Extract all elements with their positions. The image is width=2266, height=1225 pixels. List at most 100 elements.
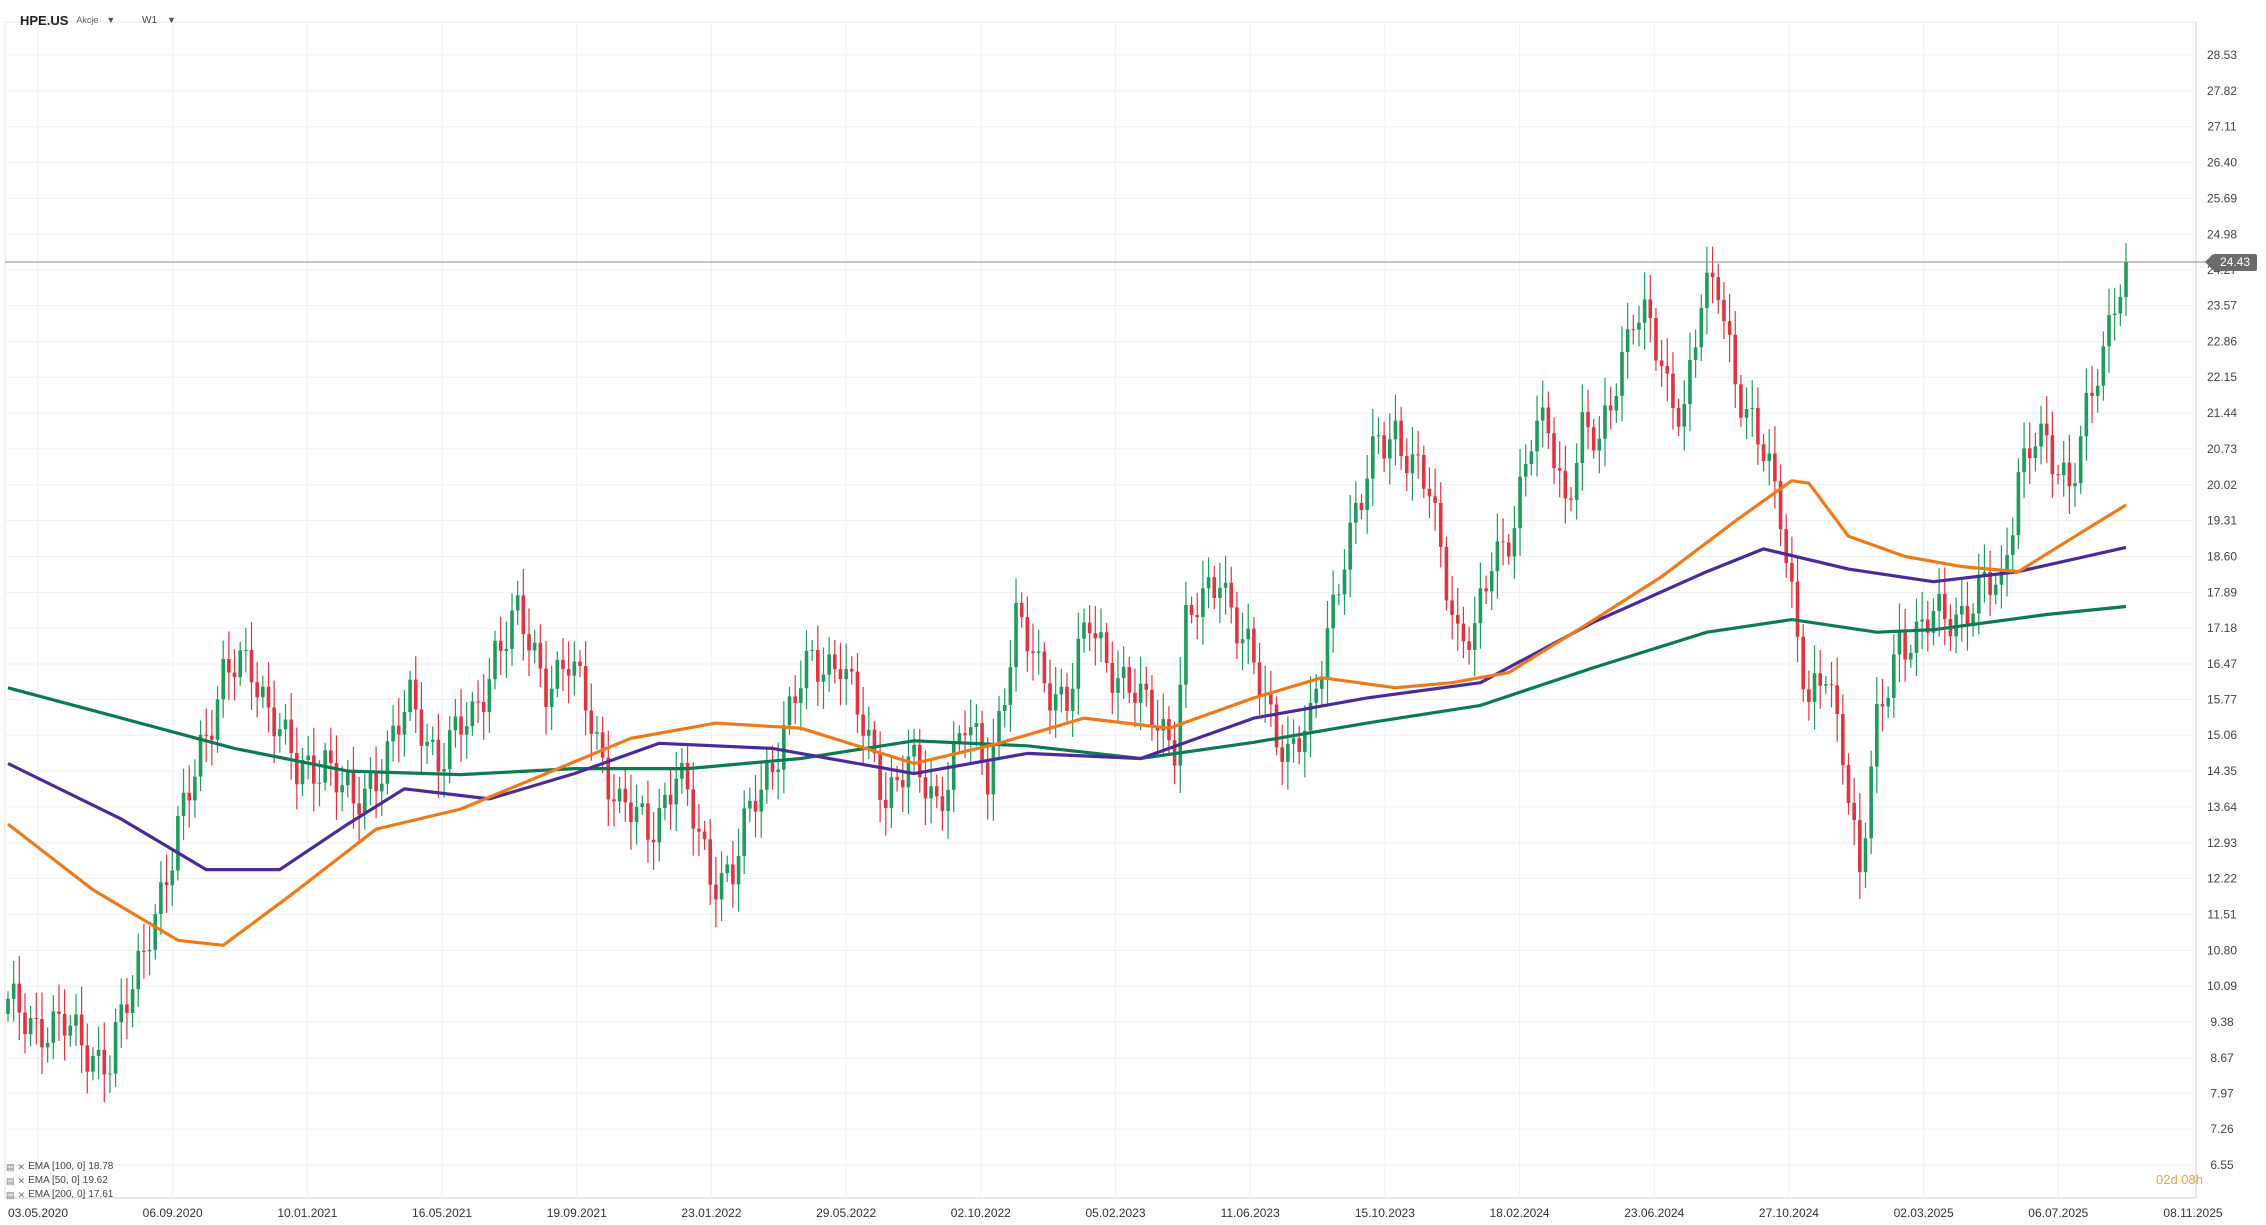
candle-body	[1563, 470, 1568, 499]
candle-body	[1019, 602, 1024, 618]
chevron-down-icon[interactable]: ▼	[167, 15, 176, 25]
y-tick-label: 6.55	[2210, 1158, 2234, 1172]
candle-body	[391, 725, 395, 742]
indicator-icon[interactable]: ▤	[6, 1190, 15, 1200]
candle-body	[1642, 299, 1647, 323]
candle-body	[1688, 360, 1692, 404]
candle-body	[1858, 820, 1862, 873]
candle-body	[1920, 619, 1924, 622]
candle-body	[940, 796, 945, 811]
candle-body	[1116, 678, 1120, 693]
candle-body	[1835, 685, 1839, 715]
candle-body	[1365, 478, 1369, 511]
candle-body	[1450, 600, 1454, 616]
candle-body	[991, 745, 996, 795]
chevron-down-icon[interactable]: ▼	[106, 15, 116, 25]
candle-body	[1404, 455, 1409, 474]
candle-body	[527, 634, 531, 651]
candle-body	[459, 716, 463, 735]
candle-body	[34, 1018, 39, 1020]
candle-body	[413, 679, 418, 710]
candle-body	[963, 733, 967, 736]
candle-body	[1778, 481, 1783, 530]
candle-body	[1829, 684, 1834, 686]
candle-body	[300, 759, 305, 785]
close-icon[interactable]: ✕	[17, 1162, 26, 1172]
candle-body	[187, 792, 192, 801]
candle-body	[861, 714, 865, 736]
candle-body	[1189, 604, 1194, 616]
candle-body	[436, 739, 441, 772]
candle-body	[1059, 686, 1064, 695]
candle-body	[997, 711, 1001, 746]
indicator-icon[interactable]: ▤	[6, 1162, 15, 1172]
candle-body	[2044, 423, 2049, 436]
candle-body	[379, 783, 384, 792]
candle-body	[934, 786, 939, 797]
candle-body	[770, 763, 775, 773]
candle-body	[2101, 346, 2106, 386]
candle-body	[697, 828, 701, 832]
candle-body	[719, 873, 724, 900]
candle-body	[244, 649, 248, 651]
candle-body	[1467, 641, 1471, 650]
candle-body	[2124, 262, 2128, 297]
candle-body	[153, 914, 158, 950]
candle-body	[255, 682, 259, 698]
candle-body	[1314, 688, 1318, 703]
candle-body	[1569, 498, 1573, 500]
candle-body	[1269, 693, 1273, 705]
candle-body	[2056, 474, 2060, 476]
candle-body	[340, 785, 344, 793]
candle-body	[1337, 594, 1341, 596]
candle-body	[838, 669, 843, 680]
candle-body	[45, 1042, 50, 1048]
candle-body	[776, 769, 780, 773]
y-tick-label: 7.97	[2210, 1086, 2234, 1100]
candle-body	[804, 650, 809, 689]
candle-body	[1682, 403, 1687, 427]
candle-body	[787, 696, 792, 726]
candle-body	[1195, 615, 1200, 618]
candle-body	[476, 701, 480, 703]
candle-body	[759, 789, 763, 812]
candle-body	[1540, 407, 1545, 421]
symbol-header[interactable]: HPE.US Akcje ▼	[20, 8, 115, 32]
legend-row-ema50[interactable]: ▤ ✕ EMA [50, 0] 19.62	[6, 1174, 113, 1188]
candle-body	[572, 661, 577, 676]
legend-row-ema200[interactable]: ▤ ✕ EMA [200, 0] 17.61	[6, 1188, 113, 1202]
candle-body	[1008, 667, 1013, 705]
legend-label: EMA [50, 0]	[28, 1175, 80, 1186]
close-icon[interactable]: ✕	[17, 1190, 26, 1200]
legend-row-ema100[interactable]: ▤ ✕ EMA [100, 0] 18.78	[6, 1160, 113, 1174]
y-tick-label: 15.77	[2207, 692, 2237, 706]
candle-body	[850, 669, 854, 672]
candle-body	[1608, 405, 1613, 411]
y-tick-label: 15.06	[2207, 728, 2237, 742]
candle-body	[6, 998, 10, 1015]
candle-body	[1801, 636, 1806, 690]
candle-body	[68, 1025, 73, 1036]
candle-body	[2073, 483, 2077, 487]
candle-body	[1523, 464, 1528, 477]
timeframe-selector[interactable]: W1 ▼	[142, 8, 176, 32]
candle-body	[2090, 392, 2094, 396]
candle-body	[1489, 571, 1494, 592]
candle-body	[147, 949, 152, 952]
candle-body	[1053, 694, 1058, 711]
candle-body	[1665, 366, 1670, 374]
candle-body	[1308, 702, 1313, 731]
candle-body	[1790, 563, 1794, 582]
candle-body	[2033, 446, 2038, 458]
candle-body	[1637, 322, 1641, 330]
close-icon[interactable]: ✕	[17, 1176, 26, 1186]
indicator-icon[interactable]: ▤	[6, 1176, 15, 1186]
candle-body	[306, 755, 310, 760]
candle-body	[317, 782, 322, 784]
y-tick-label: 11.51	[2207, 908, 2236, 922]
y-tick-label: 12.93	[2207, 836, 2237, 850]
candle-body	[663, 794, 667, 808]
candle-body	[2078, 436, 2083, 484]
candle-body	[827, 654, 831, 675]
